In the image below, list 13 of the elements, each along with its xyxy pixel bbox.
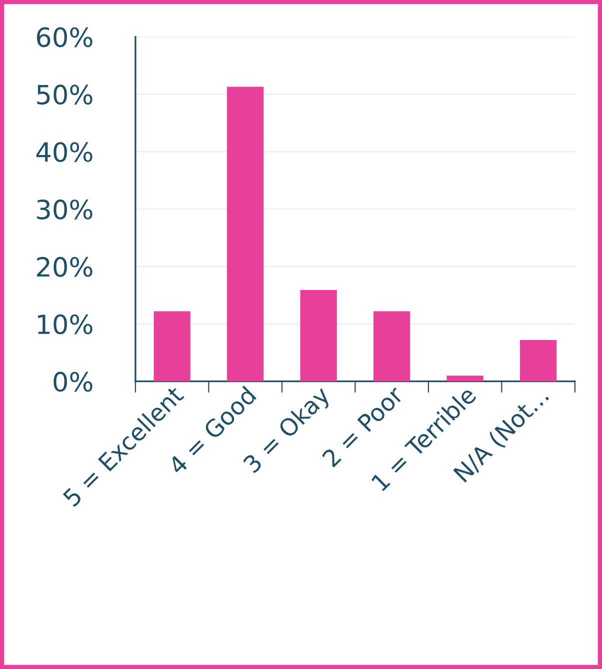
y-tick-label: 60% xyxy=(36,27,92,48)
y-tick-label: 0% xyxy=(54,372,92,392)
y-tick-label: 50% xyxy=(37,84,92,105)
y-tick-label: 30% xyxy=(37,200,92,220)
y-tick-label: 40% xyxy=(36,142,92,162)
bar xyxy=(520,340,557,382)
y-tick-label: 20% xyxy=(37,256,92,277)
bar xyxy=(300,290,337,382)
bar xyxy=(227,86,264,382)
y-tick-label: 10% xyxy=(38,314,92,334)
bar xyxy=(373,311,410,382)
bar xyxy=(446,376,484,382)
bar xyxy=(154,311,190,382)
